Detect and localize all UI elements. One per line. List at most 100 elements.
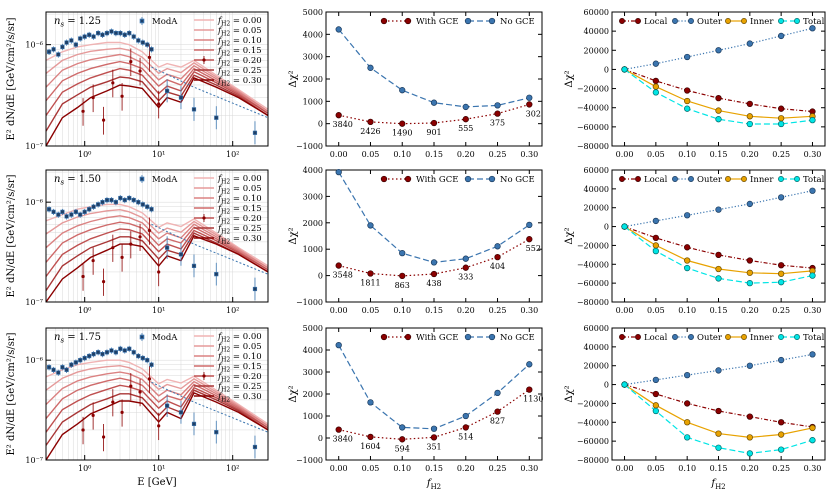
legend-marker: [688, 334, 694, 340]
series-point-no-gce: [399, 424, 406, 431]
moda-point: [64, 40, 69, 45]
legend-label: With GCE: [416, 333, 458, 343]
y-axis-label: E² dN/dE [GeV/cm²/s/sr]: [6, 332, 17, 455]
series-point-no-gce: [430, 425, 438, 432]
legend-symbol: f: [217, 214, 223, 224]
y-tick-label: 0: [604, 381, 609, 390]
series-point-no-gce: [526, 221, 533, 229]
legend-value: = 0.05: [230, 184, 261, 194]
moda-point: [64, 214, 69, 219]
x-tick-label: 10⁰: [78, 306, 91, 315]
legend-value: = 0.30: [230, 234, 261, 244]
x-tick-label: 10¹: [152, 150, 165, 159]
series-point-no-gce: [335, 26, 342, 33]
y-tick-label: −60000: [577, 123, 609, 132]
series-point-no-gce: [430, 99, 438, 106]
x-tick-label: 0.00: [330, 464, 348, 473]
series-line-no-gce: [338, 171, 530, 264]
moda-point: [60, 365, 65, 370]
model-curve-5: [45, 232, 269, 291]
legend-value: = 0.25: [230, 224, 261, 234]
moda-point: [104, 31, 110, 36]
annotation-label: 1604: [360, 442, 380, 451]
x-tick-label: 10²: [226, 464, 239, 473]
legend-label-fh2: fH2 = 0.15: [217, 46, 262, 58]
model-tail-line: [151, 381, 269, 433]
legend-symbol: f: [217, 234, 223, 244]
y-tick-label: 5000: [303, 324, 323, 333]
legend-marker: [380, 333, 388, 341]
ns-symbol: n: [54, 332, 60, 343]
series-point-outer: [684, 212, 691, 219]
legend-label-fh2: fH2 = 0.00: [217, 332, 262, 344]
legend-symbol: f: [217, 204, 223, 214]
x-tick-label: 0.15: [425, 306, 443, 315]
x-tick-label: 0.25: [489, 150, 507, 159]
moda-point: [145, 358, 150, 363]
series-point-no-gce: [430, 259, 438, 266]
moda-point: [100, 32, 105, 37]
data-point: [111, 81, 115, 85]
legend-label: No GCE: [500, 333, 535, 343]
series-point-total: [715, 444, 722, 451]
series-point-local: [652, 234, 660, 242]
moda-point: [165, 403, 170, 408]
legend-subscript: H2: [221, 71, 230, 78]
moda-point: [140, 40, 145, 45]
legend-subscript: H2: [221, 61, 230, 68]
data-point: [129, 384, 133, 388]
legend-value: = 0.10: [230, 36, 261, 46]
series-point-total: [621, 223, 628, 230]
moda-point: [56, 52, 61, 57]
legend-subscript: H2: [221, 81, 230, 88]
legend-subscript: H2: [221, 377, 230, 384]
legend-symbol: f: [217, 224, 223, 234]
data-point: [120, 255, 124, 259]
y-axis-label: Δχ²: [288, 70, 299, 87]
data-point: [147, 55, 152, 59]
x-axis-subscript: H2: [431, 483, 442, 491]
y-tick-label: 3000: [303, 192, 323, 201]
legend-marker: [741, 176, 747, 182]
legend-marker: [794, 18, 800, 24]
series-point-with-gce: [462, 424, 469, 431]
series-point-local: [715, 251, 722, 259]
series-point-with-gce: [335, 262, 342, 269]
legend-marker: [380, 175, 388, 183]
axes-frame: [45, 11, 269, 147]
data-point: [147, 377, 152, 381]
series-point-total: [652, 407, 660, 415]
y-tick-label: 1000: [303, 412, 323, 421]
series-point-with-gce: [526, 236, 533, 243]
moda-point: [51, 47, 56, 52]
legend-subscript: H2: [221, 21, 230, 28]
series-point-total: [809, 272, 816, 279]
legend-label-fh2: fH2 = 0.15: [217, 204, 262, 216]
legend-label-fh2: fH2 = 0.10: [217, 36, 262, 48]
legend-marker: [672, 334, 678, 340]
data-point: [81, 109, 85, 113]
x-tick-label: 0.05: [362, 464, 380, 473]
data-point: [138, 390, 142, 394]
series-line-no-gce: [338, 29, 530, 108]
moda-point: [100, 352, 105, 357]
x-tick-label: 0.20: [741, 464, 759, 473]
x-tick-label: 0.15: [425, 464, 443, 473]
moda-point: [69, 38, 74, 43]
series-point-inner: [715, 430, 722, 437]
y-tick-label: 10⁻⁷: [25, 456, 43, 465]
y-tick-label: 0: [604, 65, 609, 74]
legend-value: = 0.05: [230, 342, 261, 352]
series-point-inner: [746, 113, 753, 120]
y-axis-label: E² dN/dE [GeV/cm²/s/sr]: [6, 174, 17, 297]
legend-label-fh2: fH2 = 0.20: [217, 372, 262, 384]
series-point-inner: [809, 424, 816, 432]
series-point-no-gce: [399, 250, 406, 257]
moda-point: [51, 209, 56, 214]
moda-point: [214, 115, 219, 120]
series-point-total: [777, 120, 785, 128]
model-tail-line: [151, 66, 269, 119]
legend-moda-marker: [139, 176, 145, 182]
legend-subscript: H2: [221, 219, 230, 226]
legend-marker: [635, 334, 641, 340]
